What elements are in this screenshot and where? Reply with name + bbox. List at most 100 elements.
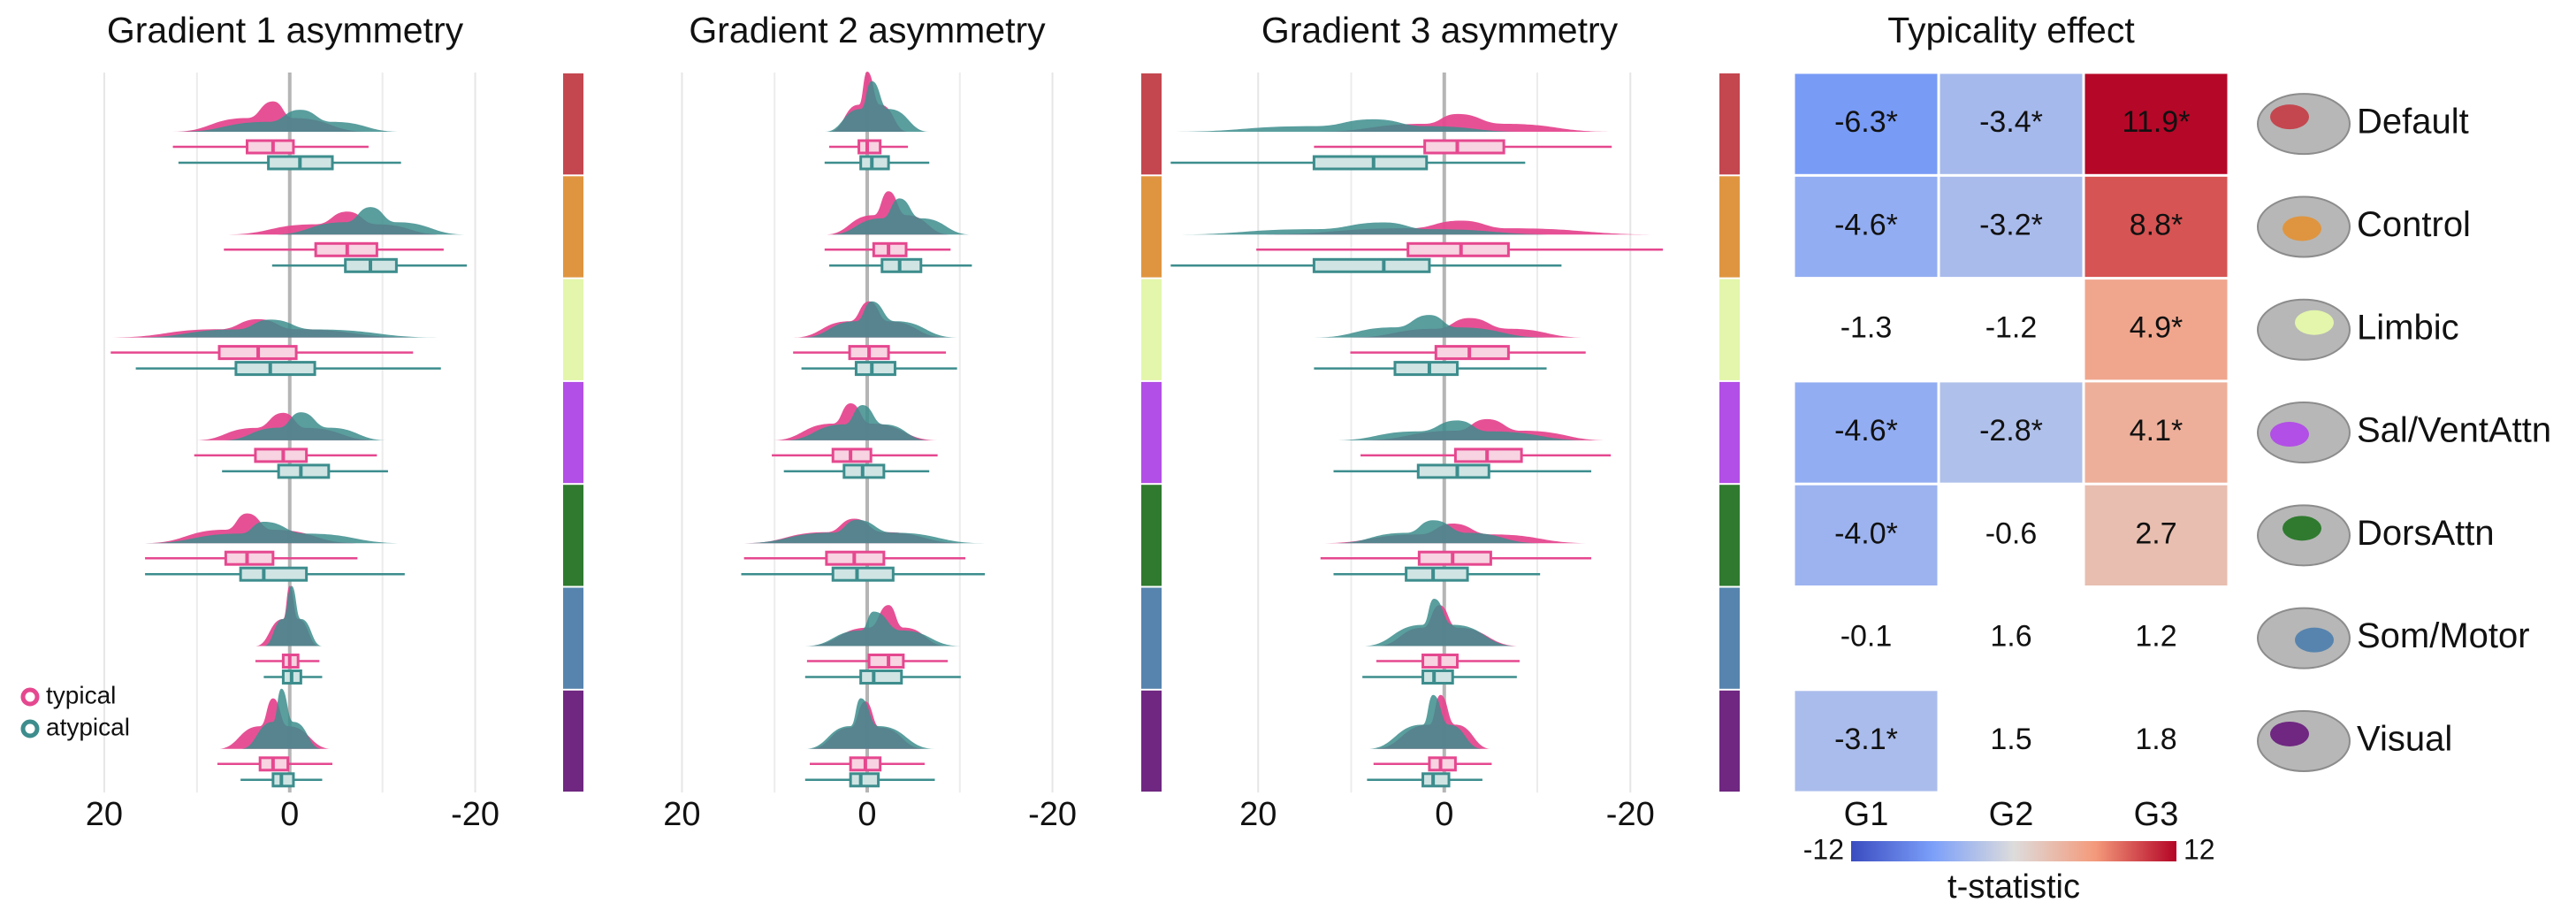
heatmap-cell (1940, 588, 2083, 689)
cell-label: 11.9* (2123, 105, 2191, 139)
heatmap-cell (2084, 279, 2228, 380)
box (1428, 756, 1457, 772)
cell-label: 1.8 (2135, 723, 2176, 756)
colorbar-label: t-statistic (1947, 868, 2080, 906)
row-label: Control (2357, 205, 2471, 244)
chart-title: Typicality effect (1887, 10, 2135, 50)
x-tick-label: G3 (2134, 796, 2179, 833)
box (1416, 463, 1490, 479)
density (1333, 420, 1592, 440)
heatmap-cell (1795, 691, 1938, 792)
brain-region (2283, 216, 2321, 241)
x-tick-label: 20 (86, 796, 123, 833)
box (859, 669, 903, 685)
heatmap-cell (2084, 485, 2228, 585)
cell-label: 2.7 (2135, 516, 2176, 550)
network-strip (1719, 279, 1740, 380)
density (801, 301, 957, 338)
brain-region (2295, 310, 2334, 335)
box (1421, 669, 1454, 685)
density (783, 404, 930, 440)
chart-title: Gradient 2 asymmetry (689, 10, 1046, 50)
brain-region (2270, 422, 2309, 448)
chart-title: Gradient 1 asymmetry (107, 10, 464, 50)
network-strip (1141, 176, 1162, 278)
row-label: Visual (2357, 720, 2452, 759)
x-tick-label: 0 (280, 796, 299, 833)
density (145, 522, 405, 544)
network-strip (563, 587, 583, 689)
box (239, 566, 309, 582)
heatmap-cell (1940, 176, 2083, 278)
box (1405, 566, 1469, 582)
cell-label: -0.1 (1841, 620, 1893, 654)
heatmap-cell (2084, 382, 2228, 483)
box (1434, 345, 1510, 361)
cell-label: -3.2* (1979, 208, 2043, 241)
brain-region (2295, 627, 2334, 653)
network-strip (1719, 587, 1740, 689)
density (178, 110, 401, 132)
row-label: Default (2357, 103, 2469, 142)
density (804, 611, 961, 646)
density (741, 519, 986, 544)
heatmap-cell (1940, 485, 2083, 585)
density (240, 688, 323, 749)
cell-label: -4.0* (1834, 516, 1898, 550)
network-strip (1719, 381, 1740, 484)
box (831, 566, 895, 582)
box (859, 155, 890, 171)
network-strip (1141, 381, 1162, 484)
network-strip (563, 176, 583, 278)
network-strip (1141, 690, 1162, 792)
network-strip (1141, 279, 1162, 380)
network-strip (1719, 690, 1740, 792)
density (222, 412, 388, 440)
legend-marker (20, 687, 40, 707)
x-tick-label: 0 (1435, 796, 1453, 833)
cell-label: -6.3* (1834, 105, 1898, 139)
box (867, 654, 905, 669)
heatmap-cell (2084, 588, 2228, 689)
network-strip (563, 690, 583, 792)
row-label: Sal/VentAttn (2357, 411, 2551, 450)
box (1312, 257, 1431, 273)
brain-region (2270, 104, 2309, 130)
network-strip (1141, 587, 1162, 689)
heatmap-cell (1795, 382, 1938, 483)
heatmap-cell (1795, 73, 1938, 174)
box (271, 772, 295, 788)
cell-label: 4.1* (2130, 414, 2184, 448)
heatmap-cell (2084, 176, 2228, 278)
x-tick-label: -20 (451, 796, 499, 833)
network-strip (563, 73, 583, 175)
network-strip (563, 279, 583, 380)
density (1362, 599, 1517, 646)
heatmap-cell (1795, 279, 1938, 380)
density (824, 80, 930, 132)
network-strip (563, 485, 583, 586)
cell-label: -1.2 (1985, 311, 2038, 345)
box (857, 139, 882, 155)
box (277, 463, 331, 479)
box (1417, 550, 1492, 566)
cell-label: 8.8* (2130, 208, 2184, 241)
cell-label: -3.4* (1979, 105, 2043, 139)
box (1421, 772, 1451, 788)
box (234, 361, 316, 377)
heatmap-cell (1940, 382, 2083, 483)
network-strip (1719, 485, 1740, 586)
cell-label: -3.1* (1834, 723, 1898, 756)
box (224, 550, 275, 566)
legend-label: atypical (46, 713, 130, 740)
box (1423, 139, 1505, 155)
box (1393, 361, 1459, 377)
heatmap-cell (2084, 73, 2228, 174)
colorbar (1851, 841, 2176, 861)
density (1314, 315, 1547, 338)
row-label: DorsAttn (2357, 514, 2495, 553)
x-tick-label: 20 (1239, 796, 1277, 833)
row-label: Som/Motor (2357, 616, 2530, 655)
colorbar-tick-label: 12 (2184, 833, 2215, 865)
